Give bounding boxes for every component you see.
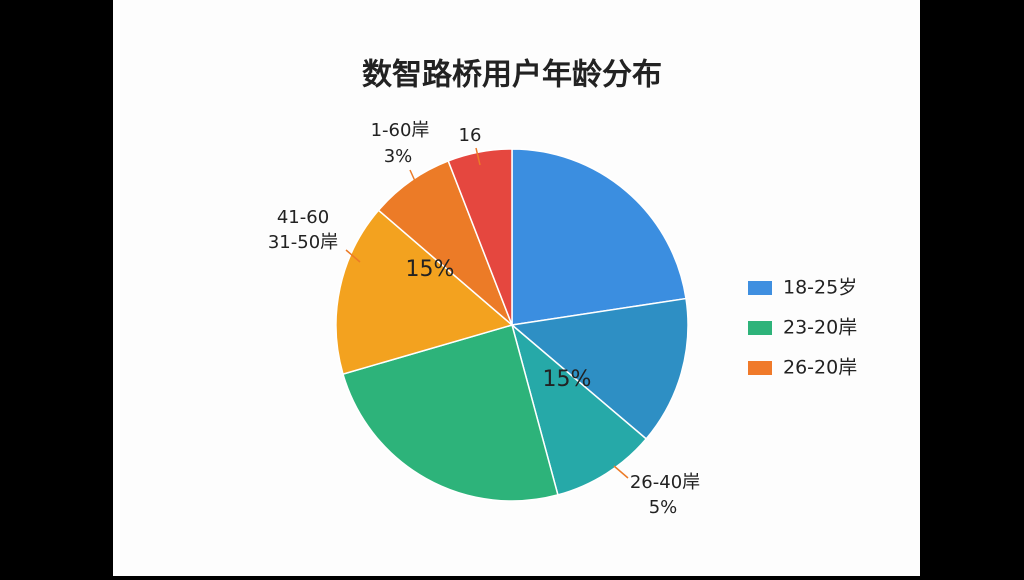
pie-slice <box>342 324 559 502</box>
annotation: 41-60 <box>277 207 329 228</box>
annotation: 1-60岸 <box>371 120 430 141</box>
legend-swatch <box>748 321 772 335</box>
annotation: 3% <box>384 146 413 167</box>
legend-label: 23-20岸 <box>783 317 857 339</box>
legend-label: 18-25岁 <box>783 277 857 299</box>
legend-swatch <box>748 281 772 295</box>
pie-slice <box>335 209 514 376</box>
annotation: 15% <box>543 367 592 392</box>
annotation: 26-40岸 <box>630 472 700 493</box>
annotation: 31-50岸 <box>268 232 338 253</box>
pie-slice <box>511 148 687 326</box>
pie-slice <box>510 297 689 440</box>
pie-slice <box>510 322 648 496</box>
legend-label: 26-20岸 <box>783 357 857 379</box>
annotation: 16 <box>459 125 482 146</box>
legend-swatch <box>748 361 772 375</box>
leader-line <box>345 249 361 263</box>
annotation: 5% <box>649 497 678 518</box>
chart-title: 数智路桥用户年龄分布 <box>362 58 662 93</box>
pie-slice <box>447 148 513 326</box>
leader-line <box>475 147 481 166</box>
leader-line <box>613 465 629 479</box>
leader-line <box>409 169 421 193</box>
annotation: 15% <box>406 257 455 282</box>
